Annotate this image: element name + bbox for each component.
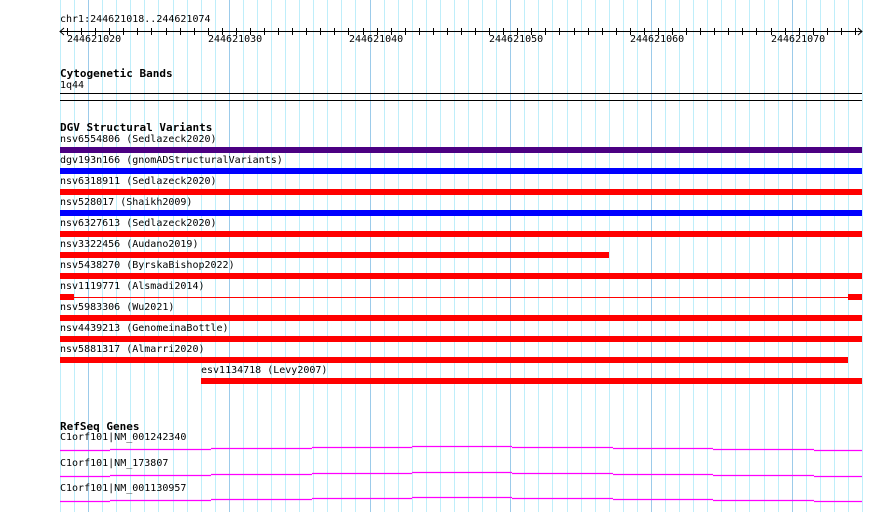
variant-label[interactable]: dgv193n166 (gnomADStructuralVariants) bbox=[60, 155, 283, 166]
grid-line bbox=[792, 0, 793, 512]
variant-bar[interactable] bbox=[60, 168, 862, 174]
variant-bar[interactable] bbox=[60, 147, 862, 153]
grid-line bbox=[721, 0, 722, 512]
grid-line bbox=[693, 0, 694, 512]
grid-line bbox=[749, 0, 750, 512]
cytoband-label[interactable]: 1q44 bbox=[60, 80, 85, 91]
dgv-track-title: DGV Structural Variants bbox=[60, 121, 213, 134]
grid-line bbox=[862, 0, 863, 512]
gene-label[interactable]: C1orf101|NM_173807 bbox=[60, 457, 169, 469]
variant-label[interactable]: nsv5881317 (Almarri2020) bbox=[60, 344, 205, 355]
ruler-axis bbox=[59, 27, 863, 36]
variant-bar[interactable] bbox=[60, 231, 862, 237]
variant-bar[interactable] bbox=[60, 210, 862, 216]
variant-label[interactable]: nsv6327613 (Sedlazeck2020) bbox=[60, 218, 217, 229]
variant-bar[interactable] bbox=[60, 357, 848, 363]
grid-line bbox=[637, 0, 638, 512]
grid-line bbox=[707, 0, 708, 512]
grid-line bbox=[820, 0, 821, 512]
grid-line bbox=[623, 0, 624, 512]
grid-line bbox=[848, 0, 849, 512]
variant-bar[interactable] bbox=[60, 273, 862, 279]
cytoband-divider bbox=[60, 100, 862, 101]
variant-label[interactable]: nsv6318911 (Sedlazeck2020) bbox=[60, 176, 217, 187]
variant-bar[interactable] bbox=[60, 252, 609, 258]
variant-connector[interactable] bbox=[60, 297, 862, 298]
ruler-tick-label: 244621040 bbox=[349, 34, 404, 45]
position-label: chr1:244621018..244621074 bbox=[60, 14, 211, 25]
grid-line bbox=[764, 0, 765, 512]
variant-label[interactable]: nsv1119771 (Alsmadi2014) bbox=[60, 281, 205, 292]
variant-bar[interactable] bbox=[60, 315, 862, 321]
variant-label[interactable]: nsv5438270 (ByrskaBishop2022) bbox=[60, 260, 235, 271]
variant-bar[interactable] bbox=[201, 378, 862, 384]
grid-line bbox=[679, 0, 680, 512]
cytoband-track-title: Cytogenetic Bands bbox=[60, 67, 173, 80]
variant-label[interactable]: nsv3322456 (Audano2019) bbox=[60, 239, 199, 250]
grid-line bbox=[806, 0, 807, 512]
variant-bar[interactable] bbox=[60, 336, 862, 342]
variant-label[interactable]: nsv5983306 (Wu2021) bbox=[60, 302, 175, 313]
ruler-tick-label: 244621030 bbox=[208, 34, 263, 45]
variant-block[interactable] bbox=[848, 294, 862, 300]
ruler-tick-label: 244621060 bbox=[630, 34, 685, 45]
variant-label[interactable]: nsv528017 (Shaikh2009) bbox=[60, 197, 193, 208]
gene-label[interactable]: C1orf101|NM_001242340 bbox=[60, 432, 187, 443]
grid-line bbox=[735, 0, 736, 512]
ruler-tick-label: 244621050 bbox=[489, 34, 544, 45]
grid-line bbox=[609, 0, 610, 512]
ruler-tick-label: 244621070 bbox=[771, 34, 826, 45]
variant-block[interactable] bbox=[60, 294, 74, 300]
ruler-tick-label: 244621020 bbox=[67, 34, 122, 45]
variant-bar[interactable] bbox=[60, 189, 862, 195]
gene-label[interactable]: C1orf101|NM_001130957 bbox=[60, 483, 187, 494]
variant-label[interactable]: nsv6554806 (Sedlazeck2020) bbox=[60, 134, 217, 145]
grid-line bbox=[665, 0, 666, 512]
grid-line bbox=[778, 0, 779, 512]
variant-label[interactable]: nsv4439213 (GenomeinaBottle) bbox=[60, 323, 229, 334]
cytoband-line bbox=[60, 93, 862, 94]
variant-label[interactable]: esv1134718 (Levy2007) bbox=[201, 365, 328, 376]
refseq-track-title: RefSeq Genes bbox=[60, 420, 140, 433]
grid-line bbox=[651, 0, 652, 512]
grid-line bbox=[834, 0, 835, 512]
